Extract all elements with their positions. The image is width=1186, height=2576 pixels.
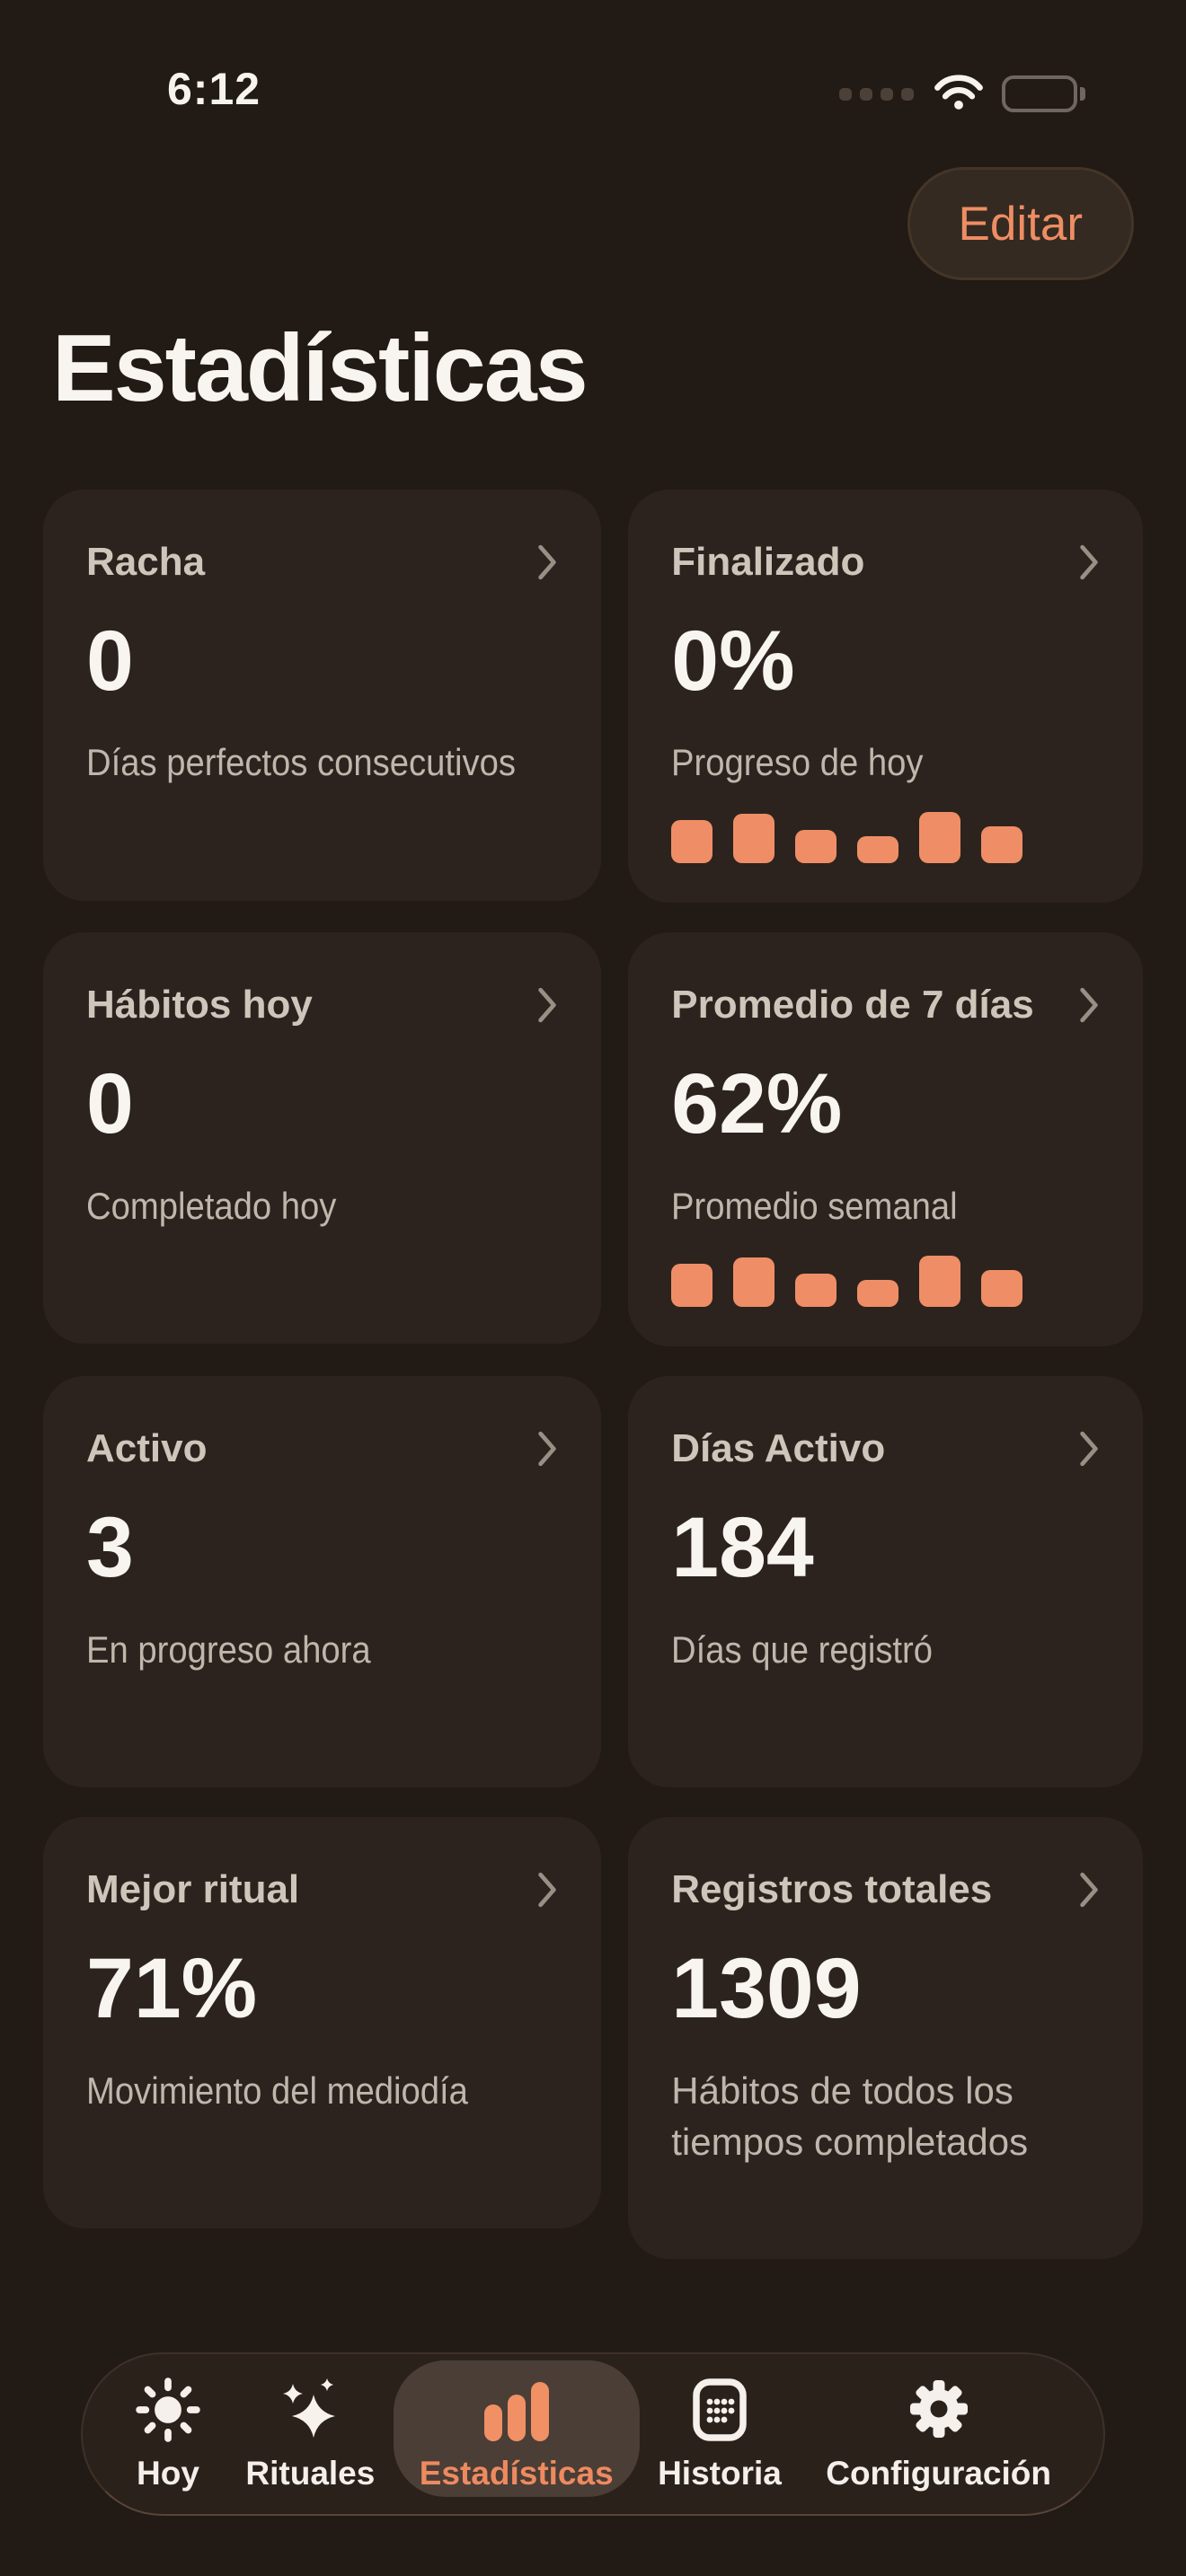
card-value: 71% (86, 1941, 258, 2037)
mini-bar-chart (671, 811, 1100, 864)
chevron-right-icon (538, 1873, 556, 1908)
mini-bar-chart (671, 1255, 1100, 1308)
sun-icon (135, 2377, 201, 2443)
card-title: Días Activo (671, 1426, 886, 1471)
card-description: Progreso de hoy (671, 741, 924, 784)
wifi-icon (934, 73, 984, 115)
card-value: 0 (86, 613, 134, 709)
card-title: Registros totales (671, 1867, 993, 1912)
chevron-right-icon (538, 544, 556, 579)
status-bar: 6:12 (0, 0, 1186, 126)
cellular-signal-icon (839, 87, 914, 101)
tab-configuracion[interactable]: Configuración (826, 2377, 1051, 2492)
card-title: Finalizado (671, 539, 865, 584)
tab-estadisticas[interactable]: Estadísticas (420, 2377, 614, 2492)
tab-historia[interactable]: Historia (658, 2377, 782, 2492)
header-actions: Editar (0, 126, 1186, 280)
stat-card-racha[interactable]: Racha 0 Días perfectos consecutivos (43, 489, 602, 901)
edit-button[interactable]: Editar (907, 167, 1134, 280)
bar-chart-icon (479, 2377, 554, 2443)
tab-rituales[interactable]: Rituales (245, 2377, 375, 2492)
card-description: Hábitos de todos los tiempos completados (671, 2069, 1029, 2164)
gear-icon (905, 2377, 973, 2443)
stat-card-dias-activo[interactable]: Días Activo 184 Días que registró (628, 1376, 1143, 1788)
stat-card-promedio-7-dias[interactable]: Promedio de 7 días 62% Promedio semanal (628, 932, 1143, 1347)
tab-label: Rituales (245, 2454, 376, 2492)
card-value: 62% (671, 1056, 843, 1152)
card-value: 0 (86, 1056, 134, 1152)
card-description: Completado hoy (86, 1185, 337, 1228)
card-value: 184 (671, 1500, 814, 1596)
stats-grid: Racha 0 Días perfectos consecutivos Fina… (43, 489, 1143, 2260)
card-description: Días que registró (671, 1628, 934, 1672)
status-time: 6:12 (167, 64, 261, 114)
stat-card-finalizado[interactable]: Finalizado 0% Progreso de hoy (628, 489, 1143, 904)
sparkles-icon (276, 2377, 344, 2443)
tab-hoy[interactable]: Hoy (135, 2377, 201, 2492)
tab-label: Historia (658, 2454, 782, 2492)
stat-card-registros-totales[interactable]: Registros totales 1309 Hábitos de todos … (628, 1817, 1143, 2260)
tab-label: Configuración (826, 2454, 1051, 2492)
card-title: Hábitos hoy (86, 983, 313, 1028)
calendar-icon (687, 2377, 752, 2443)
card-title: Mejor ritual (86, 1867, 300, 1912)
chevron-right-icon (1080, 1432, 1098, 1467)
card-description: Movimiento del mediodía (86, 2069, 468, 2113)
stat-card-activo[interactable]: Activo 3 En progreso ahora (43, 1376, 602, 1788)
tab-label: Hoy (137, 2454, 199, 2492)
chevron-right-icon (538, 988, 556, 1023)
chevron-right-icon (1080, 544, 1098, 579)
battery-icon (1002, 75, 1085, 112)
status-icons (839, 73, 1085, 115)
tab-bar: Hoy Rituales Estadísticas (81, 2352, 1105, 2516)
card-title: Racha (86, 539, 206, 584)
chevron-right-icon (1080, 988, 1098, 1023)
card-description: En progreso ahora (86, 1628, 371, 1672)
page-title: Estadísticas (52, 315, 589, 421)
card-title: Promedio de 7 días (671, 983, 1034, 1028)
card-description: Días perfectos consecutivos (86, 741, 516, 784)
stat-card-habitos-hoy[interactable]: Hábitos hoy 0 Completado hoy (43, 932, 602, 1345)
card-value: 3 (86, 1500, 134, 1596)
chevron-right-icon (538, 1432, 556, 1467)
chevron-right-icon (1080, 1873, 1098, 1908)
card-description: Promedio semanal (671, 1185, 958, 1228)
card-value: 1309 (671, 1941, 862, 2037)
card-value: 0% (671, 613, 795, 709)
stat-card-mejor-ritual[interactable]: Mejor ritual 71% Movimiento del mediodía (43, 1817, 602, 2229)
card-title: Activo (86, 1426, 208, 1471)
tab-label: Estadísticas (419, 2454, 614, 2492)
